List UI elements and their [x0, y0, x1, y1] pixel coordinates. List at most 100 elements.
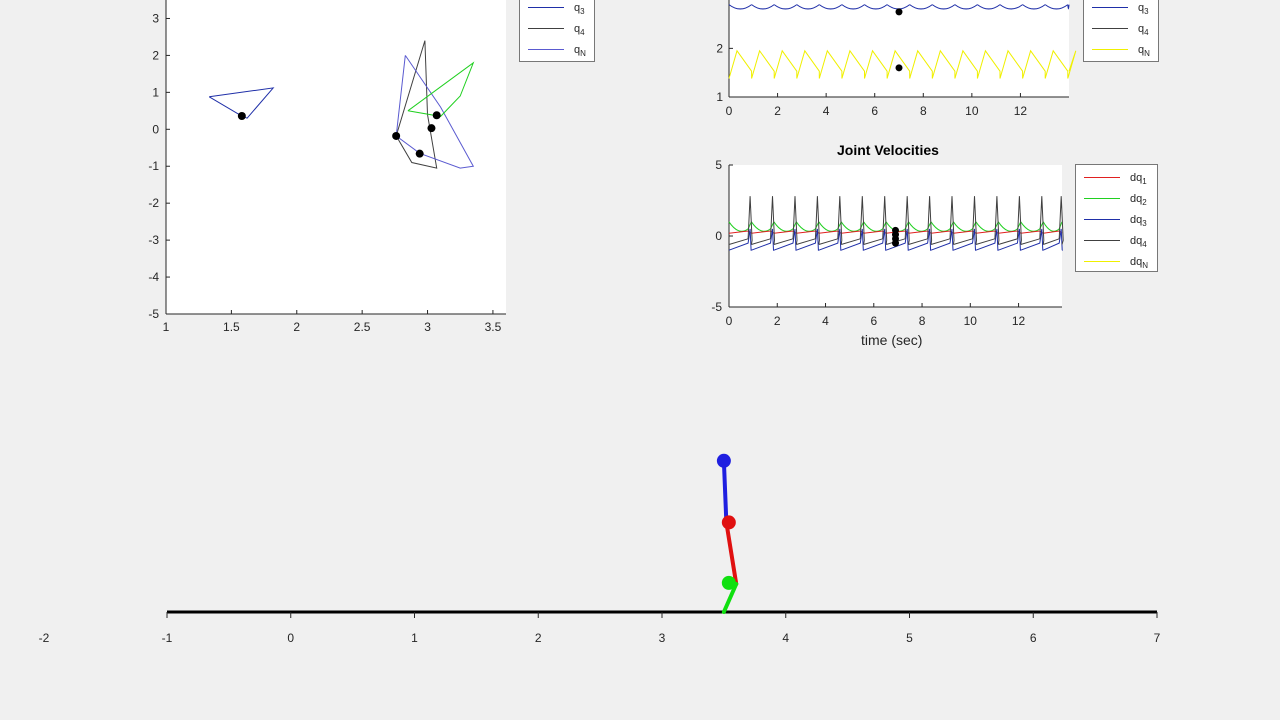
joint-velocities-svg: 0 2 4 6 8 10 12 5 0 -5 [711, 158, 1064, 328]
joint-mass [716, 453, 731, 468]
legend-label: q4 [1138, 23, 1149, 38]
legend-label: q3 [574, 2, 585, 17]
joint-angles-legend: q3 q4 qN [1083, 0, 1159, 62]
phase-plot-panel [166, 0, 506, 314]
x-tick-label: 1 [411, 631, 418, 645]
state-marker [432, 111, 441, 120]
time-marker [895, 64, 903, 72]
legend-entry: q3 [520, 1, 594, 16]
legend-entry: dq4 [1076, 234, 1157, 249]
legend-line-swatch [528, 7, 564, 8]
legend-line-swatch [1092, 28, 1128, 29]
angle-trace [728, 4, 1070, 10]
y-tick-label: 2 [152, 48, 159, 62]
x-tick-label: 8 [919, 314, 926, 328]
time-marker [892, 239, 899, 247]
x-tick-label: 7 [1154, 631, 1161, 645]
x-tick-label: -2 [39, 631, 50, 645]
legend-entry: dq2 [1076, 192, 1157, 207]
legend-label: dq3 [1130, 214, 1147, 229]
time-marker [895, 8, 903, 16]
x-tick-label: 3 [659, 631, 666, 645]
legend-entry: dqN [1076, 255, 1157, 270]
legend-entry: q4 [520, 22, 594, 37]
x-tick-label: 12 [1012, 314, 1026, 328]
leg-link [724, 520, 739, 586]
legend-label: dqN [1130, 256, 1149, 271]
state-marker [237, 111, 246, 120]
legend-line-swatch [1084, 219, 1120, 220]
x-tick-label: 2 [774, 104, 781, 118]
y-tick-label: -2 [148, 196, 159, 210]
x-tick-label: 2 [293, 320, 300, 334]
phase-curve [208, 87, 275, 119]
legend-entry: qN [1084, 43, 1158, 58]
x-tick-label: 10 [964, 314, 978, 328]
phase-curve [395, 40, 438, 169]
phase-plot-svg: 1 1.5 2 2.5 3 3.5 3 2 1 0 -1 -2 -3 -4 -5 [148, 0, 506, 334]
phase-plot-legend: q3 q4 qN [519, 0, 595, 62]
joint-mass [721, 575, 736, 590]
y-tick-label: -5 [148, 307, 159, 321]
legend-label: q3 [1138, 2, 1149, 17]
x-tick-label: 3.5 [485, 320, 502, 334]
x-tick-label: -1 [162, 631, 173, 645]
legend-label: dq1 [1130, 172, 1147, 187]
legend-entry: q4 [1084, 22, 1158, 37]
x-tick-label: 0 [726, 314, 733, 328]
legend-line-swatch [1084, 240, 1120, 241]
state-marker [427, 124, 436, 133]
y-tick-label: -1 [148, 159, 159, 173]
legend-label: q4 [574, 23, 585, 38]
y-tick-label: 3 [152, 11, 159, 25]
legend-entry: dq3 [1076, 213, 1157, 228]
y-tick-label: 0 [715, 229, 722, 243]
velocity-trace [728, 196, 1064, 245]
walker-animation-svg: -2 -1 0 1 2 3 4 5 6 7 [39, 453, 1161, 645]
x-tick-label: 4 [823, 104, 830, 118]
legend-label: qN [1138, 44, 1150, 59]
legend-entry: dq1 [1076, 171, 1157, 186]
x-tick-label: 0 [726, 104, 733, 118]
state-marker [392, 131, 401, 140]
phase-curve [407, 61, 475, 117]
legend-line-swatch [528, 49, 564, 50]
legend-line-swatch [1084, 261, 1120, 262]
velocity-trace [728, 221, 1063, 232]
x-tick-label: 2 [535, 631, 542, 645]
legend-line-swatch [1092, 49, 1128, 50]
joint-velocities-title: Joint Velocities [837, 142, 939, 158]
leg-link [721, 458, 729, 525]
legend-line-swatch [1084, 198, 1120, 199]
x-tick-label: 10 [965, 104, 979, 118]
y-tick-label: -3 [148, 233, 159, 247]
legend-label: dq4 [1130, 235, 1147, 250]
legend-label: qN [574, 44, 586, 59]
legend-line-swatch [1092, 7, 1128, 8]
leg-link [721, 582, 739, 614]
x-tick-label: 8 [920, 104, 927, 118]
y-tick-label: 5 [715, 158, 722, 172]
legend-line-swatch [528, 28, 564, 29]
angle-trace [728, 49, 1077, 79]
x-tick-label: 5 [906, 631, 913, 645]
joint-mass [721, 515, 736, 530]
x-tick-label: 4 [822, 314, 829, 328]
x-tick-label: 3 [424, 320, 431, 334]
velocity-trace [728, 228, 1063, 251]
y-tick-label: 0 [152, 122, 159, 136]
state-marker [415, 149, 424, 158]
legend-line-swatch [1084, 177, 1120, 178]
x-tick-label: 2.5 [354, 320, 371, 334]
y-tick-label: 2 [716, 41, 723, 55]
joint-angles-svg: 0 2 4 6 8 10 12 2 1 [716, 0, 1077, 118]
x-tick-label: 1 [163, 320, 170, 334]
joint-angles-panel [729, 0, 1069, 97]
legend-entry: qN [520, 43, 594, 58]
legend-label: dq2 [1130, 193, 1147, 208]
x-tick-label: 6 [871, 104, 878, 118]
x-tick-label: 1.5 [223, 320, 240, 334]
x-tick-label: 2 [774, 314, 781, 328]
x-tick-label: 4 [782, 631, 789, 645]
y-tick-label: 1 [716, 90, 723, 104]
